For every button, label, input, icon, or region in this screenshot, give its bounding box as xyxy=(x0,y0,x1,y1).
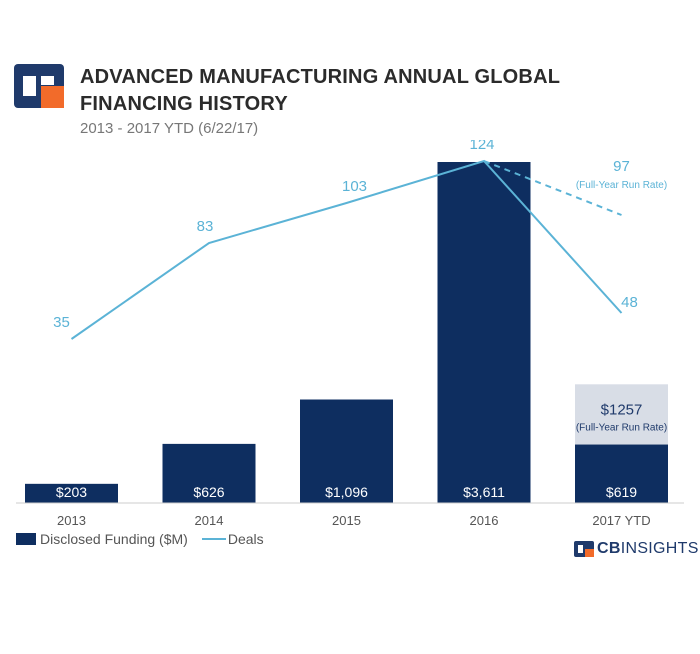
chart-header: ADVANCED MANUFACTURING ANNUAL GLOBAL FIN… xyxy=(14,62,694,142)
deals-point-label: 83 xyxy=(197,218,214,235)
x-tick-label: 2016 xyxy=(470,513,499,528)
funding-bar xyxy=(437,162,531,503)
legend-funding-label: Disclosed Funding ($M) xyxy=(40,531,188,547)
projected-deals-label: 97 xyxy=(613,158,630,175)
funding-bar-label: $1,096 xyxy=(325,484,368,500)
legend-deals-swatch xyxy=(201,538,226,540)
funding-bar xyxy=(300,399,393,503)
funding-bar-label: $626 xyxy=(193,484,224,500)
combo-chart: $203 2013 $626 2014 $1,096 2015 $3,611 2016 $125… xyxy=(16,140,684,528)
deals-point-label: 35 xyxy=(53,314,70,331)
deals-point-label: 48 xyxy=(621,294,638,311)
funding-bar-label: $3,611 xyxy=(463,484,505,500)
x-tick-label: 2014 xyxy=(195,513,224,528)
projected-deals-note: (Full-Year Run Rate) xyxy=(576,180,667,191)
funding-bar-label: $203 xyxy=(56,484,87,500)
projected-deals-line xyxy=(483,160,622,216)
projected-funding-label: $1257 xyxy=(601,401,643,418)
chart-title: ADVANCED MANUFACTURING ANNUAL GLOBAL FIN… xyxy=(80,66,560,115)
legend-deals-label: Deals xyxy=(227,531,264,547)
funding-bar xyxy=(162,443,256,503)
deals-point-label: 124 xyxy=(469,140,494,153)
x-tick-label: 2013 xyxy=(57,513,86,528)
cb-insights-mark-icon xyxy=(574,541,594,557)
funding-bar xyxy=(575,444,668,503)
chart-legend: Disclosed Funding ($M) Deals xyxy=(16,528,264,550)
brand-wordmark: CBINSIGHTS xyxy=(574,540,699,558)
brand-text: CBINSIGHTS xyxy=(597,540,699,557)
deals-line xyxy=(70,159,623,340)
chart-subtitle: 2013 - 2017 YTD (6/22/17) xyxy=(80,120,259,137)
deals-point-label: 103 xyxy=(342,178,367,195)
funding-bar xyxy=(25,483,118,503)
legend-funding-swatch xyxy=(16,533,36,545)
x-tick-label: 2015 xyxy=(332,513,361,528)
projected-funding-note: (Full-Year Run Rate) xyxy=(576,422,667,433)
cb-insights-logo xyxy=(14,64,64,108)
funding-bar-label: $619 xyxy=(606,484,637,500)
x-tick-label: 2017 YTD xyxy=(592,513,650,528)
